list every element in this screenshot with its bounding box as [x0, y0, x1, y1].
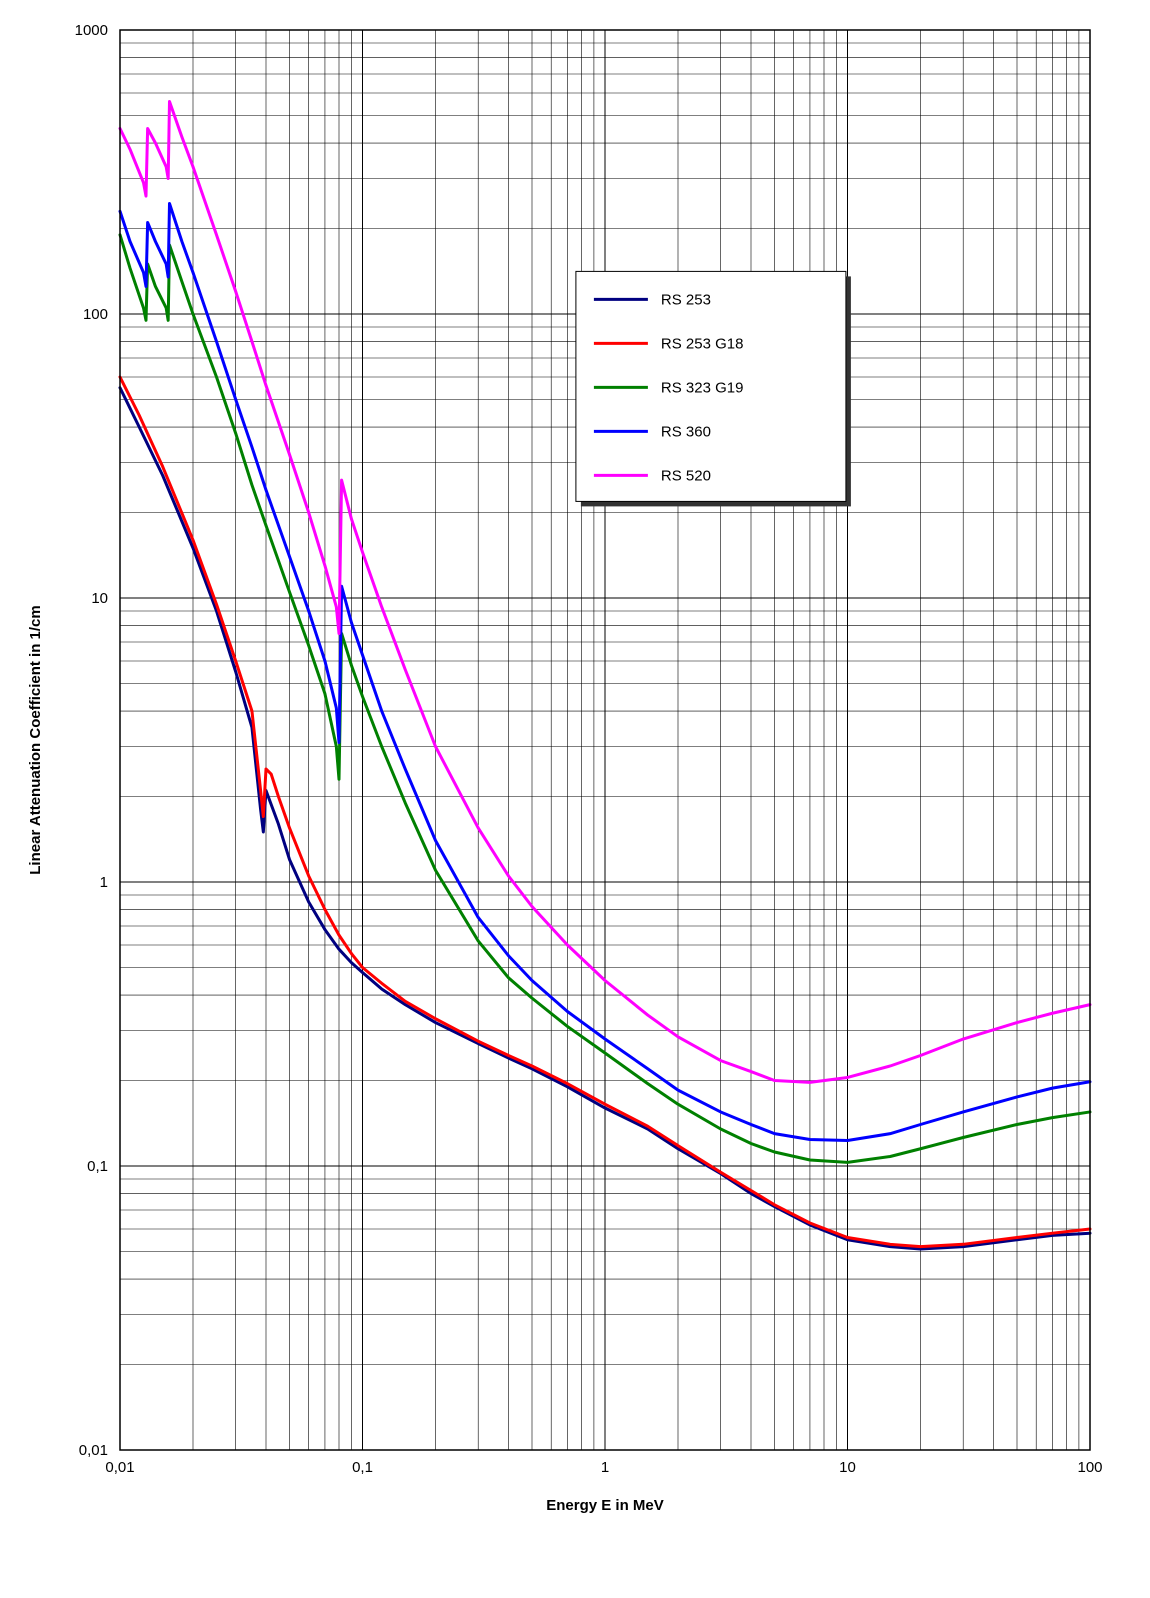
y-tick-label: 0,1 — [87, 1158, 108, 1175]
y-tick-label: 1 — [100, 874, 108, 891]
legend-label: RS 253 — [661, 291, 711, 308]
x-tick-label: 100 — [1077, 1459, 1102, 1476]
y-tick-label: 100 — [83, 306, 108, 323]
x-tick-label: 10 — [839, 1459, 856, 1476]
legend-label: RS 253 G18 — [661, 335, 744, 352]
legend-label: RS 520 — [661, 467, 711, 484]
x-tick-label: 0,01 — [105, 1459, 134, 1476]
x-tick-label: 1 — [601, 1459, 609, 1476]
y-tick-label: 0,01 — [79, 1442, 108, 1459]
y-axis-label: Linear Attenuation Coefficient in 1/cm — [27, 605, 44, 874]
legend-label: RS 323 G19 — [661, 379, 744, 396]
x-axis-label: Energy E in MeV — [546, 1497, 664, 1514]
y-tick-label: 1000 — [75, 22, 108, 39]
x-tick-label: 0,1 — [352, 1459, 373, 1476]
chart-container: 0,01 0,1 1 10 100 0,01 0,1 1 10 100 1000 Energy E i… — [0, 0, 1150, 1598]
y-tick-label: 10 — [91, 590, 108, 607]
legend-label: RS 360 — [661, 423, 711, 440]
chart-svg: 0,01 0,1 1 10 100 0,01 0,1 1 10 100 1000 Energy E i… — [0, 0, 1150, 1598]
